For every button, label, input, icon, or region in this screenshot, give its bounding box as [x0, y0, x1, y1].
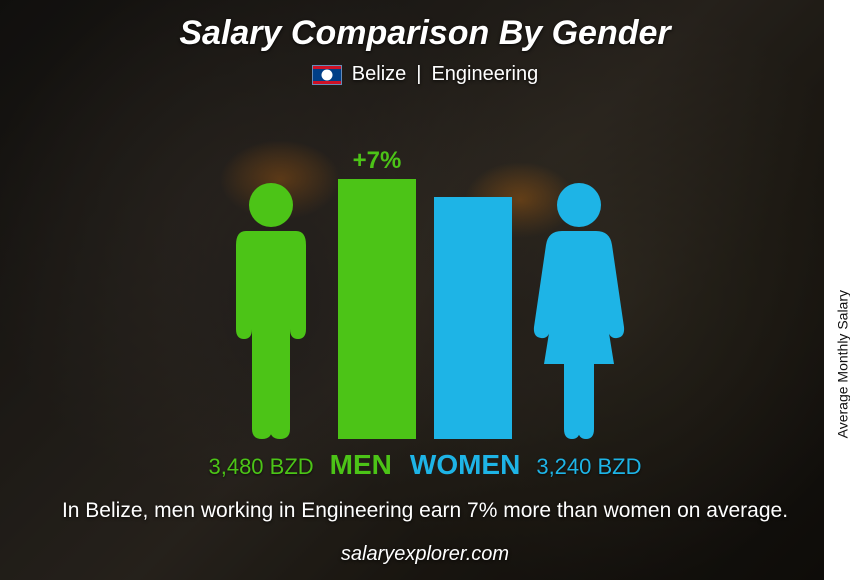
woman-icon [524, 179, 634, 439]
women-bar [434, 197, 512, 439]
chart-area: +7% [0, 96, 850, 459]
men-bar-wrap: +7% [338, 179, 416, 439]
women-group [434, 179, 634, 439]
subtitle-row: Belize | Engineering [312, 63, 538, 86]
men-group: +7% [216, 179, 416, 439]
women-bar-wrap [434, 197, 512, 439]
location-label: Belize [352, 63, 406, 86]
men-bar [338, 179, 416, 439]
belize-flag-icon [312, 65, 342, 85]
content-container: Salary Comparison By Gender Belize | Eng… [0, 0, 850, 580]
difference-label: +7% [353, 147, 402, 175]
chart-title: Salary Comparison By Gender [179, 14, 670, 53]
man-icon [216, 179, 326, 439]
separator: | [416, 63, 421, 86]
summary-text: In Belize, men working in Engineering ea… [62, 497, 788, 525]
category-label: Engineering [431, 63, 538, 86]
footer-source: salaryexplorer.com [341, 543, 509, 566]
